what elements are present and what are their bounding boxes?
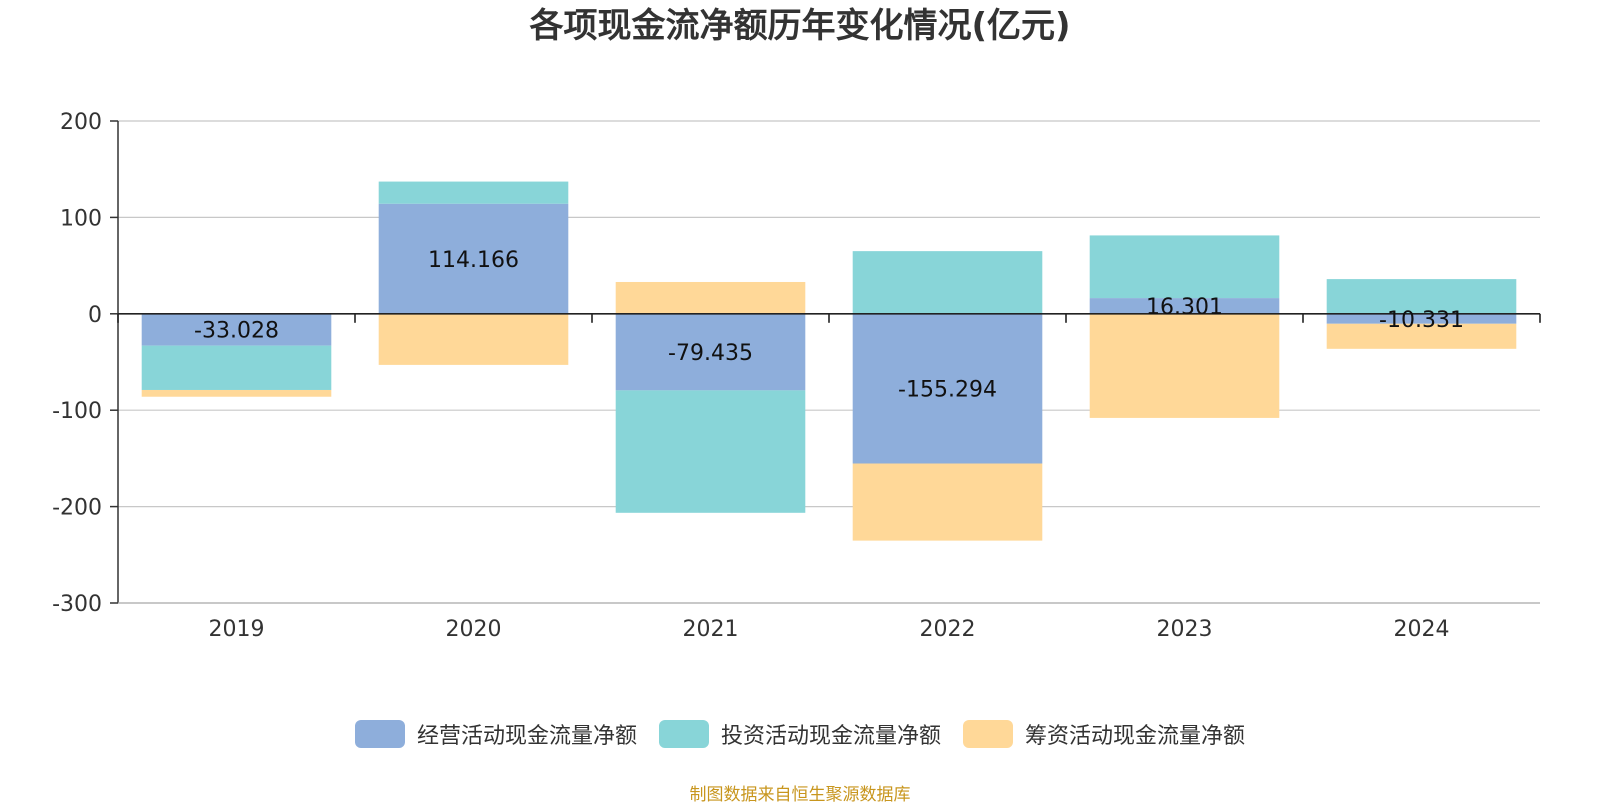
bar-3-2022 bbox=[852, 463, 1043, 541]
bar-2-2020 bbox=[378, 181, 569, 204]
bar-2-2024 bbox=[1326, 279, 1517, 314]
bar-3-2021 bbox=[615, 281, 806, 314]
bar-1-2023 bbox=[1089, 298, 1280, 314]
legend: 经营活动现金流量净额 投资活动现金流量净额 筹资活动现金流量净额 bbox=[0, 718, 1600, 750]
bars bbox=[141, 181, 1517, 541]
data-label-2022: -155.294 bbox=[898, 378, 997, 403]
y-tick-label: -300 bbox=[52, 592, 102, 617]
legend-item-2[interactable]: 投资活动现金流量净额 bbox=[658, 718, 941, 750]
bar-2-2023 bbox=[1089, 235, 1280, 299]
bar-1-2021 bbox=[615, 313, 806, 391]
data-labels: -33.028 114.166 -79.435 -155.294 16.301 -10.3… bbox=[194, 248, 1464, 403]
bar-3-2023 bbox=[1089, 313, 1280, 418]
legend-item-1[interactable]: 经营活动现金流量净额 bbox=[354, 718, 637, 750]
chart-title: 各项现金流净额历年变化情况(亿元) bbox=[529, 6, 1071, 46]
y-tick-label: -100 bbox=[52, 399, 102, 424]
bar-3-2024 bbox=[1326, 323, 1517, 349]
bar-1-2020 bbox=[378, 203, 569, 314]
legend-label: 经营活动现金流量净额 bbox=[416, 724, 637, 749]
data-label-2023: 16.301 bbox=[1146, 295, 1223, 320]
bar-3-2020 bbox=[378, 313, 569, 365]
source-note: 制图数据来自恒生聚源数据库 bbox=[689, 785, 911, 805]
data-label-2019: -33.028 bbox=[194, 319, 279, 344]
bar-2-2019 bbox=[141, 345, 332, 390]
bar-3-2019 bbox=[141, 389, 332, 397]
grid-lines bbox=[118, 120, 1540, 604]
data-label-2020: 114.166 bbox=[428, 248, 519, 273]
legend-label: 投资活动现金流量净额 bbox=[720, 724, 941, 749]
x-tick-label: 2020 bbox=[446, 617, 502, 642]
y-tick-label: 100 bbox=[60, 206, 102, 231]
x-tick-label: 2023 bbox=[1157, 617, 1213, 642]
x-tick-label: 2024 bbox=[1394, 617, 1450, 642]
y-tick-label: -200 bbox=[52, 496, 102, 521]
bar-1-2024 bbox=[1326, 313, 1517, 324]
x-tick-label: 2022 bbox=[920, 617, 976, 642]
bar-1-2019 bbox=[141, 313, 332, 346]
y-tick-label: 200 bbox=[60, 110, 102, 135]
x-tick-label: 2021 bbox=[683, 617, 739, 642]
data-label-2021: -79.435 bbox=[668, 341, 753, 366]
bar-2-2022 bbox=[852, 251, 1043, 314]
legend-label: 筹资活动现金流量净额 bbox=[1025, 724, 1246, 749]
axes: 200 100 0 -100 -200 -300 2019 2020 2021 2022 2023 2… bbox=[52, 110, 1541, 642]
legend-swatch bbox=[658, 720, 709, 748]
bar-1-2022 bbox=[852, 313, 1043, 464]
legend-swatch bbox=[354, 720, 405, 748]
data-label-2024: -10.331 bbox=[1379, 308, 1464, 333]
bar-2-2021 bbox=[615, 390, 806, 513]
legend-item-3[interactable]: 筹资活动现金流量净额 bbox=[963, 718, 1245, 750]
y-tick-label: 0 bbox=[88, 303, 102, 328]
x-tick-label: 2019 bbox=[209, 617, 265, 642]
legend-swatch bbox=[963, 720, 1013, 748]
